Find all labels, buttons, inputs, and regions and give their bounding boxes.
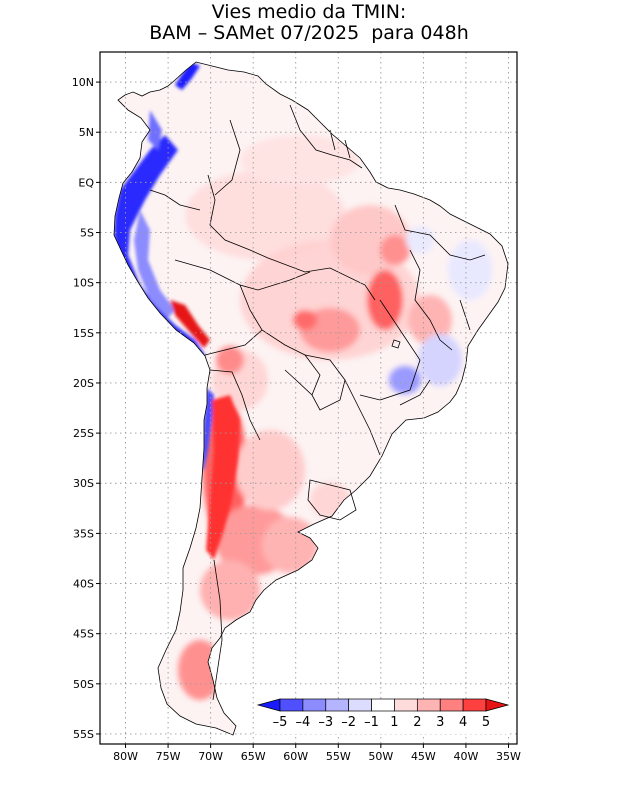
border-guianas-inner <box>329 129 351 159</box>
border-chile-argentina-south <box>212 559 223 701</box>
lat-tick-label: 50S <box>73 678 94 691</box>
map-grid <box>100 52 517 744</box>
colorbar-label: 4 <box>459 715 467 730</box>
lat-tick-label: 45S <box>73 628 94 641</box>
colorbar-label: –1 <box>364 715 379 730</box>
coastlines-borders <box>113 61 509 736</box>
border-amazon <box>207 174 376 301</box>
colorbar-label: 5 <box>482 715 490 730</box>
colorbar-bin <box>325 698 350 712</box>
border-chile-argentina-north <box>209 369 261 441</box>
colorbar-label: 3 <box>436 715 444 730</box>
colorbar-bin <box>348 698 372 712</box>
lon-tick-label: 70W <box>198 750 223 763</box>
bias-field-blobs <box>178 135 492 700</box>
colorbar-bin <box>371 698 395 712</box>
lat-tick-label: 30S <box>73 477 94 490</box>
lon-tick-label: 40W <box>454 750 479 763</box>
colorbar-label: –5 <box>273 715 288 730</box>
colorbar-label: –3 <box>318 715 333 730</box>
colorbar-bin <box>279 698 304 712</box>
colorbar-bin <box>302 698 327 712</box>
axis-ticks: 10N 5N EQ 5S 10S 15S 20S 25S 30S 35S 40S 45S 50S 55S 8… <box>72 76 521 763</box>
border-brazil-states-2 <box>359 299 471 406</box>
colorbar-bin <box>394 698 418 712</box>
border-guianas <box>289 104 363 169</box>
federal-district <box>391 339 401 349</box>
border-ecuador-peru <box>149 189 201 211</box>
lat-tick-label: 10S <box>73 277 94 290</box>
border-brazil-argentina <box>344 379 381 456</box>
lat-tick-label: 25S <box>73 427 94 440</box>
lon-tick-label: 45W <box>411 750 436 763</box>
lat-tick-label: 10N <box>72 76 94 89</box>
border-peru-brazil <box>174 259 311 291</box>
lon-tick-label: 75W <box>156 750 181 763</box>
title-line-2: BAM – SAMet 07/2025 para 048h <box>149 22 469 44</box>
colorbar-label: –2 <box>341 715 356 730</box>
lat-tick-label: 5S <box>80 227 94 240</box>
lon-tick-label: 60W <box>283 750 308 763</box>
colorbar-bin <box>439 698 464 712</box>
lat-tick-label: EQ <box>78 176 94 189</box>
colorbar: –5 –4 –3 –2 –1 1 2 3 4 5 <box>255 698 510 734</box>
lat-tick-label: 15S <box>73 327 94 340</box>
lon-tick-label: 80W <box>113 750 138 763</box>
lat-tick-label: 20S <box>73 377 94 390</box>
border-brazil-states <box>394 204 486 351</box>
lat-tick-label: 40S <box>73 578 94 591</box>
border-colombia-venezuela <box>214 119 241 196</box>
lon-tick-label: 35W <box>496 750 521 763</box>
lon-tick-label: 50W <box>368 750 393 763</box>
colorbar-label: –4 <box>295 715 310 730</box>
bias-field-coastal <box>114 62 240 560</box>
colorbar-bin <box>462 698 487 712</box>
lat-tick-label: 35S <box>73 527 94 540</box>
border-paraguay <box>284 354 346 411</box>
lon-tick-label: 55W <box>326 750 351 763</box>
uruguay-outline <box>307 479 357 521</box>
colorbar-bin <box>485 698 510 712</box>
colorbar-label: 2 <box>413 715 421 730</box>
title-line-1: Vies medio da TMIN: <box>211 1 407 23</box>
map-border <box>99 51 518 745</box>
map-title: Vies medio da TMIN: BAM – SAMet 07/2025 … <box>0 2 618 44</box>
border-bolivia <box>239 284 321 396</box>
colorbar-bin <box>416 698 441 712</box>
south-america-coastline <box>113 61 509 736</box>
colorbar-label: 1 <box>390 715 398 730</box>
lat-tick-label: 5N <box>79 126 94 139</box>
lat-tick-label: 55S <box>73 728 94 741</box>
lon-tick-label: 65W <box>241 750 266 763</box>
